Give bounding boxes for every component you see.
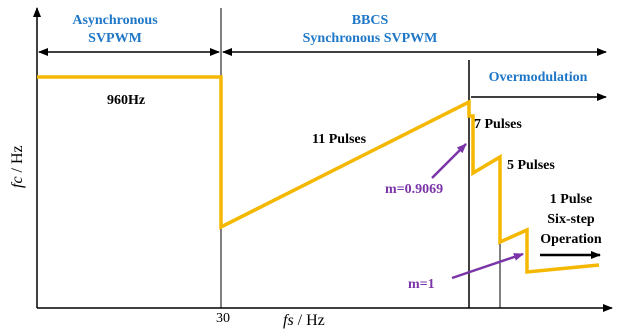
- label-11-pulses: 11 Pulses: [312, 132, 367, 147]
- carrier-frequency-curve: [37, 75, 600, 274]
- label-m-09069: m=0.9069: [385, 182, 443, 197]
- sync-label-line2: Synchronous SVPWM: [303, 31, 438, 46]
- label-5-pulses: 5 Pulses: [507, 158, 555, 173]
- y-axis-label: fc / Hz: [9, 145, 26, 188]
- label-7-pulses: 7 Pulses: [474, 117, 522, 132]
- async-label-line2: SVPWM: [88, 31, 142, 46]
- x-tick-30: 30: [216, 311, 230, 326]
- sync-label-line1: BBCS: [352, 13, 389, 28]
- label-operation: Operation: [540, 232, 602, 247]
- overmod-label: Overmodulation: [489, 70, 588, 85]
- x-axis-label: fs / Hz: [283, 312, 325, 329]
- label-960hz: 960Hz: [107, 93, 145, 108]
- async-label-line1: Asynchronous: [72, 13, 158, 28]
- m-1-arrow: [451, 252, 524, 280]
- label-six-step: Six-step: [547, 212, 595, 227]
- m-09069-arrow: [431, 143, 467, 179]
- label-m-1: m=1: [408, 277, 435, 292]
- label-1-pulse: 1 Pulse: [550, 192, 592, 207]
